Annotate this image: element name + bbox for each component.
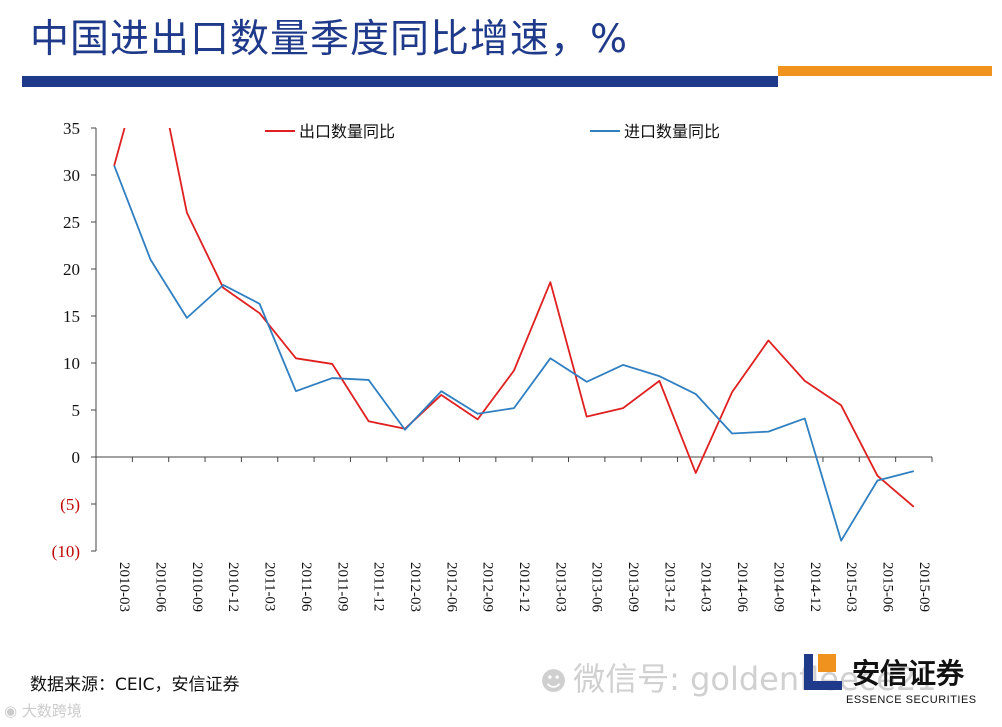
x-tick-label: 2013-09 bbox=[625, 562, 641, 612]
series-line bbox=[113, 165, 915, 542]
source-note: 数据来源：CEIC，安信证券 bbox=[30, 675, 240, 695]
page-title: 中国进出口数量季度同比增速，% bbox=[30, 17, 629, 62]
watermark-text: 微信号: goldenfleece21 bbox=[573, 660, 937, 698]
y-tick-label: 10 bbox=[63, 354, 80, 373]
x-tick-label: 2010-03 bbox=[116, 562, 132, 612]
y-tick-label: 20 bbox=[63, 260, 80, 279]
x-tick-label: 2012-12 bbox=[516, 562, 532, 612]
brand-logo: 安信证券 ESSENCE SECURITIES bbox=[804, 650, 989, 720]
x-tick-label: 2012-06 bbox=[443, 562, 459, 612]
y-tick-label: 0 bbox=[72, 448, 81, 467]
x-tick-label: 2013-06 bbox=[589, 562, 605, 612]
x-tick-label: 2011-09 bbox=[334, 562, 350, 611]
y-tick-label: (5) bbox=[60, 495, 80, 514]
y-tick-label: 25 bbox=[63, 213, 80, 232]
x-tick-label: 2011-06 bbox=[298, 562, 314, 612]
y-tick-label: 35 bbox=[63, 119, 80, 138]
x-tick-label: 2014-03 bbox=[698, 562, 714, 612]
corner-watermark: ◉ 大数跨境 bbox=[4, 702, 82, 720]
x-tick-label: 2013-12 bbox=[661, 562, 677, 612]
legend-label: 进口数量同比 bbox=[624, 122, 720, 141]
x-tick-label: 2015-09 bbox=[916, 562, 932, 612]
corner-label: 大数跨境 bbox=[21, 702, 82, 720]
x-tick-label: 2012-03 bbox=[407, 562, 423, 612]
watermark: ☻ 微信号: goldenfleece21 bbox=[540, 654, 937, 700]
x-tick-label: 2010-06 bbox=[153, 562, 169, 612]
x-tick-label: 2014-12 bbox=[807, 562, 823, 612]
x-tick-label: 2012-09 bbox=[480, 562, 496, 612]
title-underline-blue bbox=[22, 76, 778, 87]
x-tick-label: 2013-03 bbox=[552, 562, 568, 612]
brand-name: 安信证券 bbox=[852, 657, 965, 690]
x-tick-label: 2010-12 bbox=[225, 562, 241, 612]
y-tick-label: (10) bbox=[52, 542, 80, 561]
x-tick-label: 2011-12 bbox=[371, 562, 387, 611]
x-tick-label: 2011-03 bbox=[262, 562, 278, 611]
wechat-icon: ☻ bbox=[540, 667, 568, 697]
y-tick-label: 5 bbox=[72, 401, 81, 420]
x-tick-label: 2015-06 bbox=[879, 562, 895, 612]
y-tick-label: 15 bbox=[63, 307, 80, 326]
legend-label: 出口数量同比 bbox=[299, 122, 395, 141]
x-tick-label: 2014-06 bbox=[734, 562, 750, 612]
y-tick-label: 30 bbox=[63, 166, 80, 185]
x-tick-label: 2015-03 bbox=[843, 562, 859, 612]
title-underline-orange bbox=[778, 66, 992, 76]
x-tick-label: 2010-09 bbox=[189, 562, 205, 612]
x-tick-label: 2014-09 bbox=[770, 562, 786, 612]
series-line bbox=[113, 128, 915, 508]
brand-english-name: ESSENCE SECURITIES bbox=[846, 694, 977, 706]
brand-mark-icon bbox=[804, 654, 842, 690]
